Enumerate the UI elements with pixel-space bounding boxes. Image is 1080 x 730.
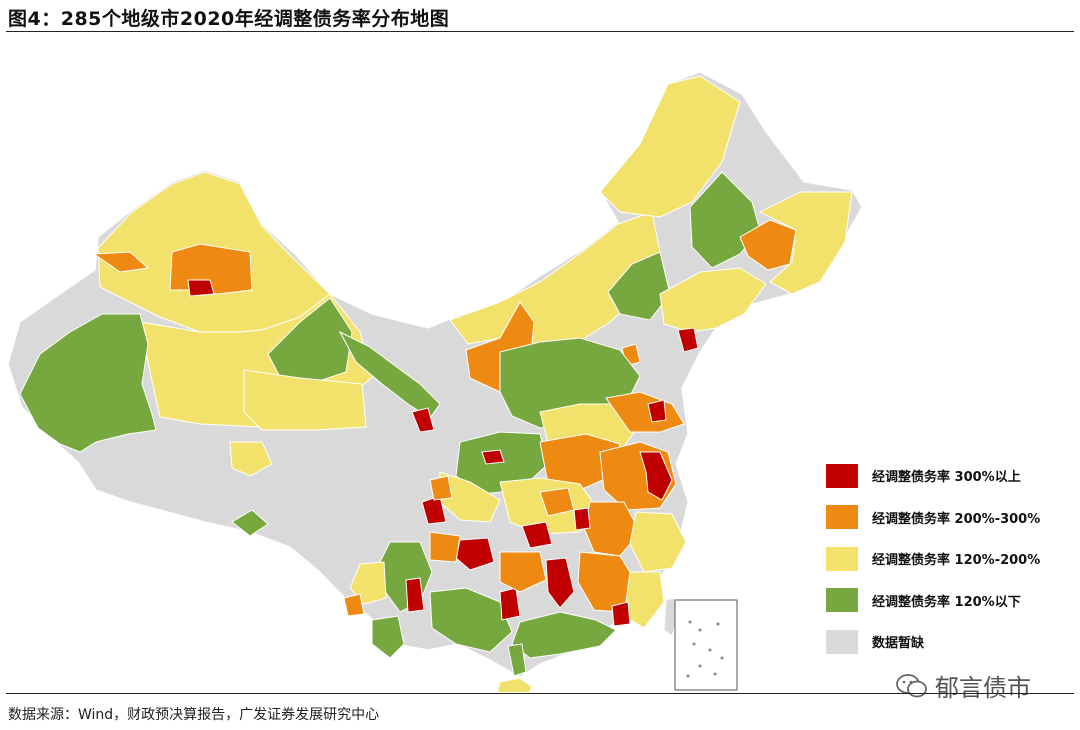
yunnan-orange <box>343 593 365 617</box>
title-divider <box>6 31 1074 32</box>
legend-label: 经调整债务率 300%以上 <box>872 470 1021 485</box>
tibet-yellow-patch <box>229 441 273 477</box>
legend-item-200-300: 经调整债务率 200%-300% <box>826 504 1076 531</box>
legend-item-120-200: 经调整债务率 120%-200% <box>826 545 1076 572</box>
wechat-icon <box>896 673 927 697</box>
legend-label: 数据暂缺 <box>872 636 925 651</box>
gansu-green-strip <box>338 330 441 419</box>
map-legend: 经调整债务率 300%以上 经调整债务率 200%-300% 经调整债务率 12… <box>826 462 1076 670</box>
legend-item-missing: 数据暂缺 <box>826 628 1076 655</box>
legend-label: 经调整债务率 120%以下 <box>872 594 1021 610</box>
south-china-sea-inset <box>674 599 738 691</box>
hubei-red <box>521 521 553 549</box>
yunnan-yellow-west <box>349 561 387 605</box>
guangdong-green-leizhou <box>507 643 527 677</box>
tibet-green-patch <box>231 509 269 537</box>
gansu-red <box>411 407 435 433</box>
heilongjiang-yellow <box>599 75 741 218</box>
yunnan-green-south <box>371 615 405 659</box>
anhui-red <box>573 507 591 531</box>
hunan-orange <box>499 551 547 593</box>
source-note: 数据来源：Wind，财政预决算报告，广发证券发展研究中心 <box>8 707 380 723</box>
sichuan-red <box>481 449 505 465</box>
shandong-red <box>647 399 667 423</box>
hunan-red <box>545 557 575 609</box>
china-debt-ratio-map <box>7 71 863 692</box>
watermark-text: 郁言债市 <box>935 674 1031 702</box>
guangxi-green <box>429 587 513 653</box>
jiangsu-red <box>639 451 673 501</box>
liaoning-red <box>677 327 699 353</box>
liaoning-mix <box>659 267 767 333</box>
legend-item-over300: 经调整债务率 300%以上 <box>826 462 1076 489</box>
watermark: 郁言债市 <box>895 668 1031 703</box>
yunnan-red <box>405 577 425 613</box>
xinjiang-small-orange <box>92 251 150 273</box>
page-title: 图4：285个地级市2020年经调整债务率分布地图 <box>8 8 450 30</box>
guizhou-orange <box>429 531 461 563</box>
legend-swatch <box>826 505 858 529</box>
legend-swatch <box>826 588 858 612</box>
zhejiang-yellow <box>629 511 687 573</box>
legend-swatch <box>826 629 858 654</box>
legend-label: 经调整债务率 120%-200% <box>872 553 1041 568</box>
fujian-red <box>611 601 631 627</box>
footer-divider <box>6 693 1074 694</box>
guangxi-red <box>499 587 521 621</box>
xinjiang-red <box>187 279 215 297</box>
legend-swatch <box>826 463 858 488</box>
legend-label: 经调整债务率 200%-300% <box>872 511 1041 527</box>
legend-item-under120: 经调整债务率 120%以下 <box>826 587 1076 614</box>
hainan-region <box>496 677 533 692</box>
legend-swatch <box>826 546 858 571</box>
qinghai-yellow <box>243 369 367 431</box>
northeast-yellow-east <box>758 191 853 295</box>
sichuan-orange <box>429 475 453 501</box>
xinjiang-west <box>19 313 157 453</box>
